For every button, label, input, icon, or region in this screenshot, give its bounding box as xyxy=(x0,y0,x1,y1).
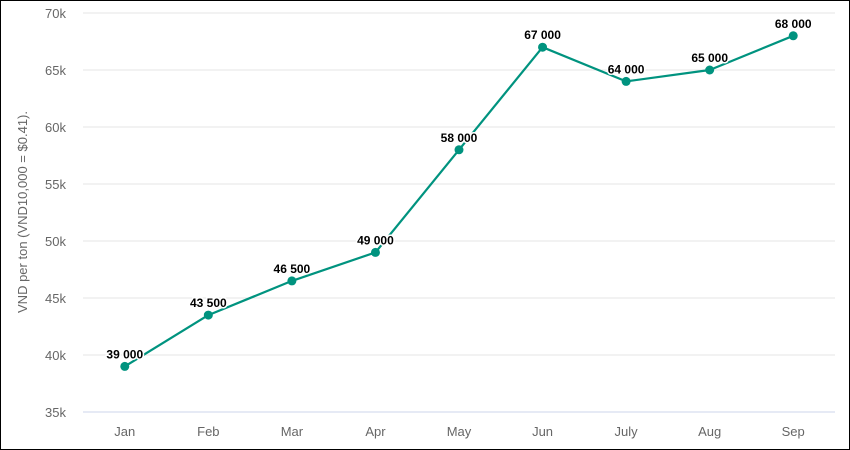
data-point[interactable] xyxy=(287,276,297,286)
y-tick-label: 60k xyxy=(45,120,66,135)
y-tick-label: 70k xyxy=(45,6,66,21)
y-axis-ticks: 35k 40k 45k 50k 55k 60k 65k 70k xyxy=(45,6,66,420)
x-tick-label: July xyxy=(615,424,639,439)
data-label: 65 000 xyxy=(691,51,728,65)
x-tick-label: Sep xyxy=(782,424,805,439)
y-tick-label: 65k xyxy=(45,63,66,78)
data-points xyxy=(120,31,798,371)
data-label: 46 500 xyxy=(274,262,311,276)
x-axis-ticks: Jan Feb Mar Apr May Jun July Aug Sep xyxy=(114,424,804,439)
data-point[interactable] xyxy=(454,145,464,155)
gridlines xyxy=(83,12,835,413)
data-point[interactable] xyxy=(788,31,798,41)
data-point[interactable] xyxy=(120,361,130,371)
x-tick-label: Jan xyxy=(114,424,135,439)
data-label: 49 000 xyxy=(357,233,394,247)
data-point[interactable] xyxy=(705,65,715,75)
data-point[interactable] xyxy=(203,310,213,320)
data-label: 43 500 xyxy=(190,296,227,310)
data-label: 39 000 xyxy=(106,347,143,361)
x-tick-label: Jun xyxy=(532,424,553,439)
series-line-path xyxy=(123,34,795,368)
y-tick-label: 55k xyxy=(45,177,66,192)
x-tick-label: Aug xyxy=(698,424,721,439)
y-tick-label: 35k xyxy=(45,405,66,420)
x-tick-label: May xyxy=(447,424,472,439)
data-point[interactable] xyxy=(538,42,548,52)
y-tick-label: 50k xyxy=(45,234,66,249)
series-line xyxy=(123,34,795,368)
data-point[interactable] xyxy=(621,76,631,86)
data-label: 67 000 xyxy=(524,28,561,42)
data-labels: 39 000 43 500 46 500 49 000 58 000 67 000 64 0… xyxy=(105,15,813,363)
x-tick-label: Mar xyxy=(281,424,304,439)
y-tick-label: 40k xyxy=(45,348,66,363)
y-tick-label: 45k xyxy=(45,291,66,306)
data-point[interactable] xyxy=(370,247,380,257)
data-label: 68 000 xyxy=(775,17,812,31)
data-label: 58 000 xyxy=(441,131,478,145)
x-tick-label: Feb xyxy=(197,424,219,439)
data-label: 64 000 xyxy=(608,62,645,76)
y-axis-title: VND per ton (VND10,000 = $0.41). xyxy=(15,111,30,313)
x-tick-label: Apr xyxy=(365,424,386,439)
